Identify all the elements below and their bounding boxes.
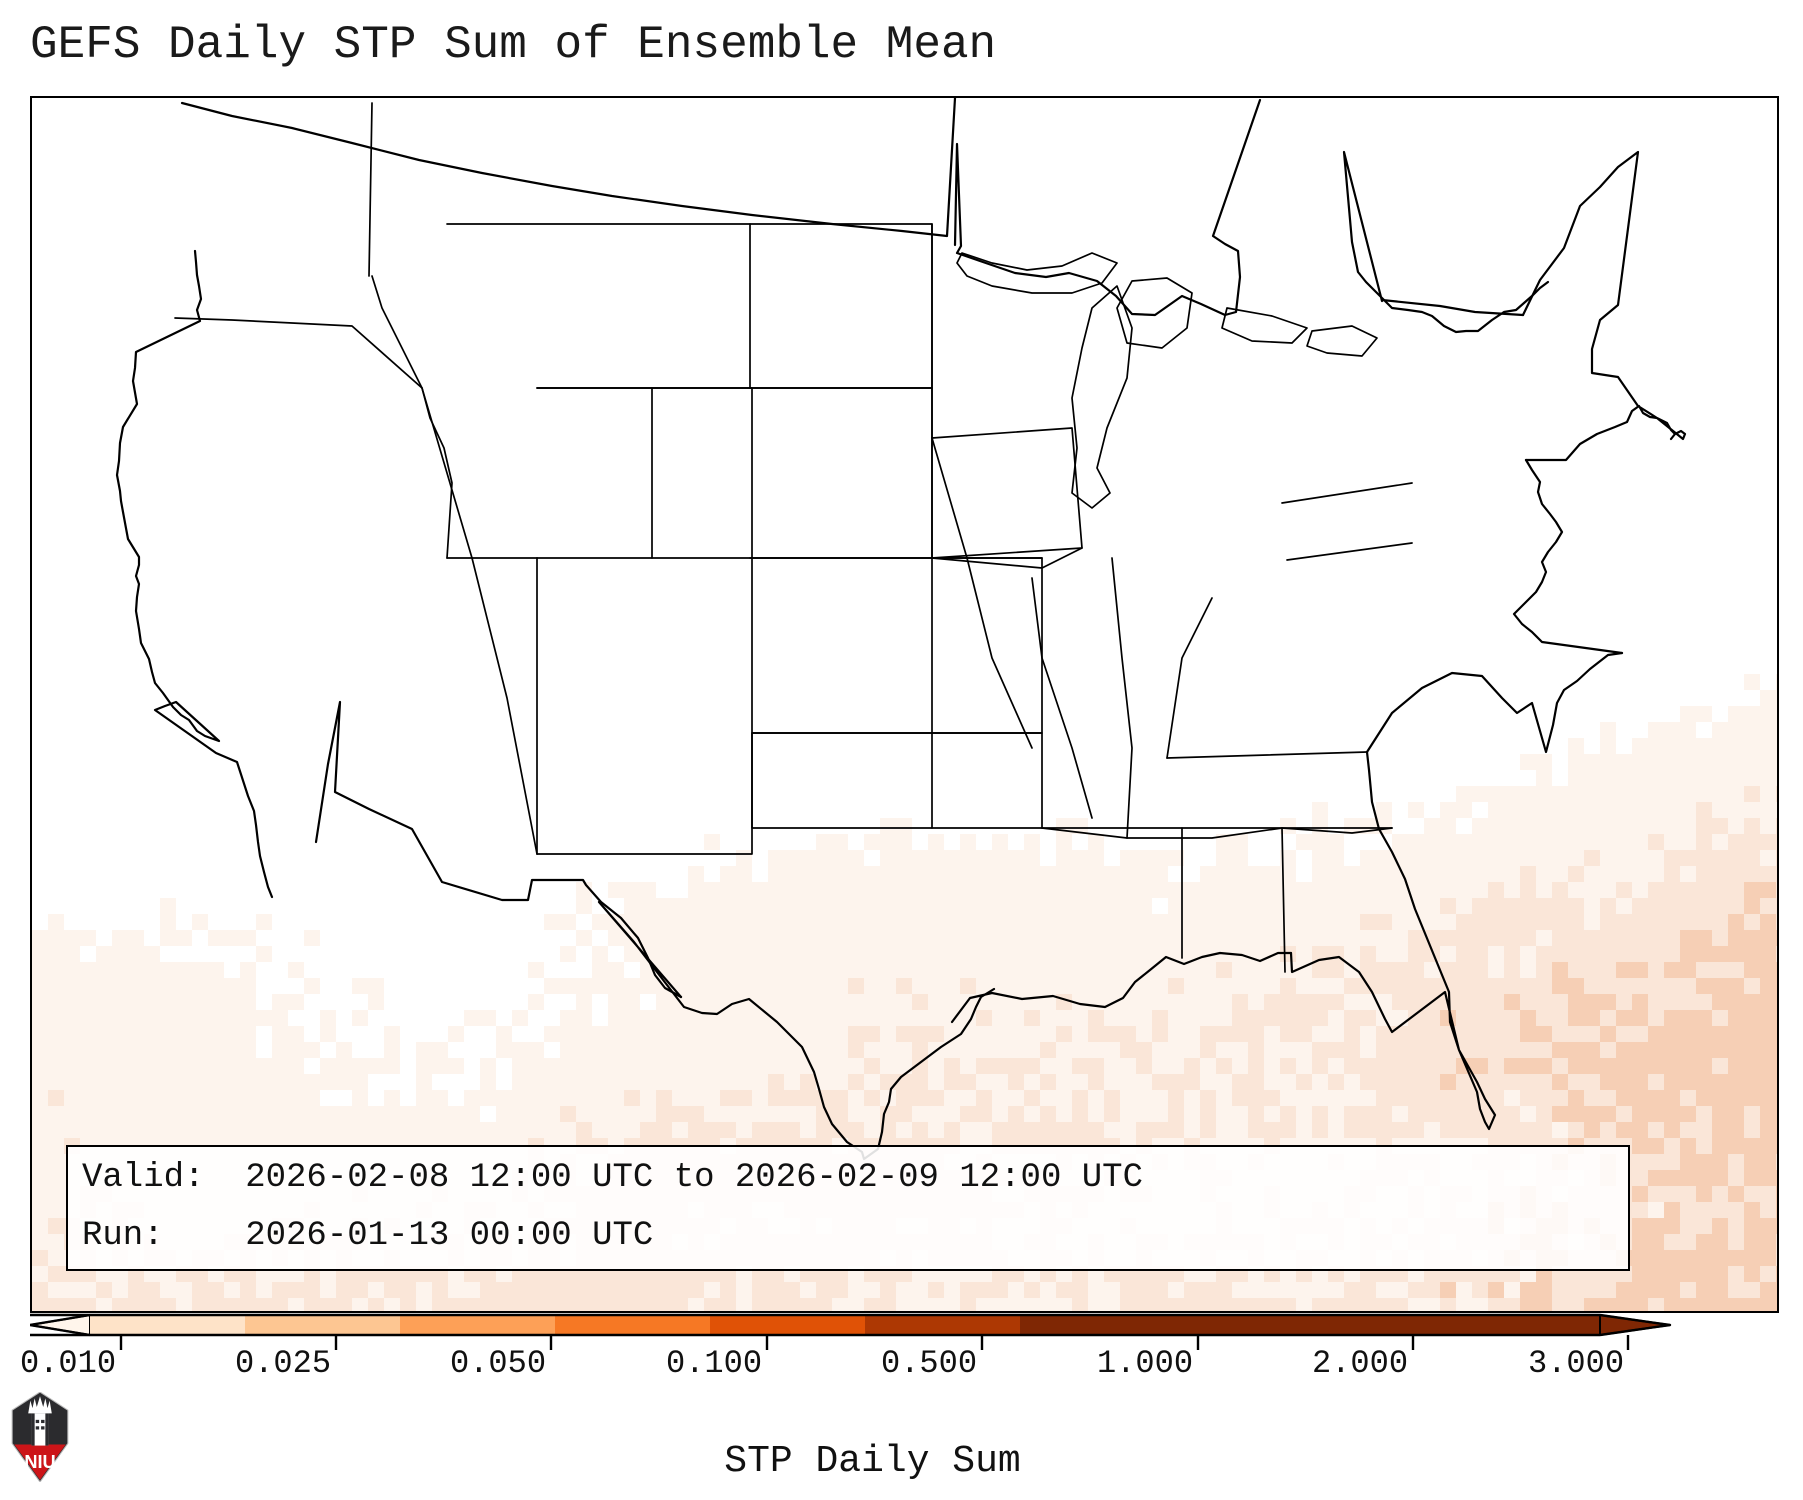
svg-text:NIU: NIU [24, 1452, 55, 1472]
